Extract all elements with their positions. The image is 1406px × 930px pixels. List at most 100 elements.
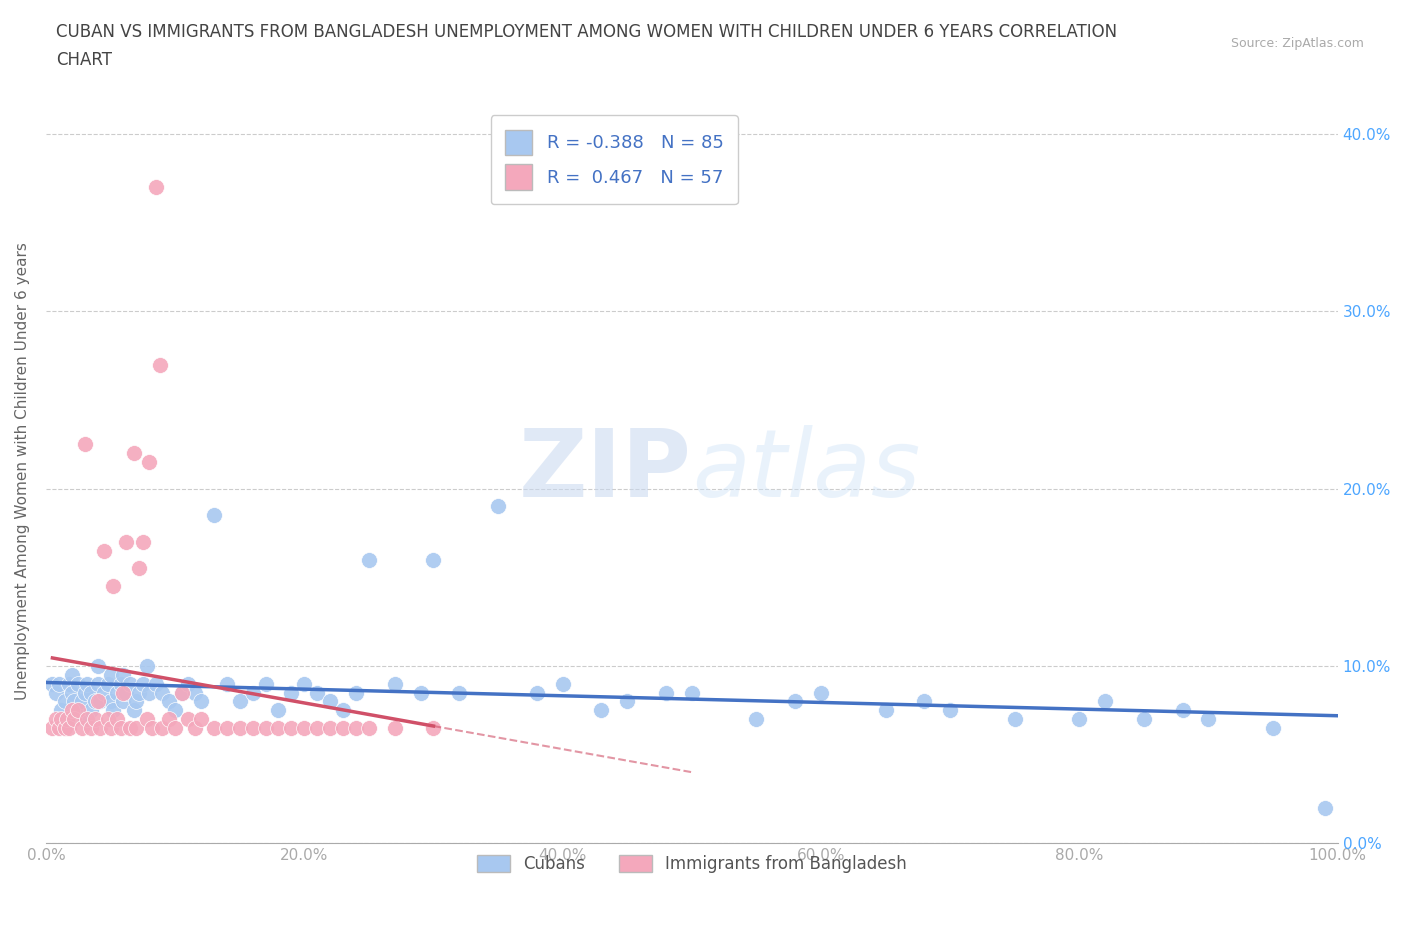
Point [55, 711, 77, 726]
Point [67, 676, 90, 691]
Point [785, 694, 807, 709]
Point [1313, 801, 1336, 816]
Point [1171, 703, 1194, 718]
Point [357, 552, 380, 567]
Point [100, 668, 122, 683]
Point [132, 676, 155, 691]
Point [80, 703, 103, 718]
Point [67, 703, 90, 718]
Point [45, 685, 67, 700]
Point [138, 455, 160, 470]
Point [105, 685, 128, 700]
Point [115, 685, 138, 700]
Point [93, 543, 115, 558]
Point [110, 721, 132, 736]
Point [100, 721, 122, 736]
Point [875, 703, 897, 718]
Point [84, 711, 107, 726]
Point [745, 711, 768, 726]
Point [177, 711, 200, 726]
Point [357, 721, 380, 736]
Point [157, 694, 180, 709]
Point [145, 179, 167, 194]
Point [60, 668, 83, 683]
Point [141, 721, 163, 736]
Point [307, 685, 329, 700]
Point [280, 721, 302, 736]
Point [344, 721, 367, 736]
Point [110, 676, 132, 691]
Point [215, 676, 238, 691]
Point [912, 694, 935, 709]
Point [60, 703, 83, 718]
Point [115, 535, 138, 550]
Point [51, 711, 73, 726]
Point [135, 711, 157, 726]
Point [332, 721, 354, 736]
Point [165, 721, 187, 736]
Point [170, 685, 193, 700]
Point [41, 676, 63, 691]
Point [70, 694, 93, 709]
Point [190, 694, 212, 709]
Point [63, 694, 86, 709]
Point [422, 552, 444, 567]
Point [118, 676, 141, 691]
Point [422, 721, 444, 736]
Point [86, 694, 108, 709]
Point [145, 676, 167, 691]
Point [132, 535, 155, 550]
Point [128, 561, 150, 576]
Point [93, 685, 115, 700]
Y-axis label: Unemployment Among Women with Children Under 6 years: Unemployment Among Women with Children U… [15, 242, 30, 700]
Point [48, 721, 70, 736]
Point [105, 711, 128, 726]
Point [810, 685, 832, 700]
Point [112, 694, 135, 709]
Point [165, 703, 187, 718]
Point [97, 711, 120, 726]
Point [384, 721, 406, 736]
Point [58, 721, 80, 736]
Point [48, 676, 70, 691]
Text: CUBAN VS IMMIGRANTS FROM BANGLADESH UNEMPLOYMENT AMONG WOMEN WITH CHILDREN UNDER: CUBAN VS IMMIGRANTS FROM BANGLADESH UNEM… [56, 23, 1118, 41]
Point [242, 685, 264, 700]
Point [128, 685, 150, 700]
Point [41, 721, 63, 736]
Point [55, 711, 77, 726]
Point [1094, 694, 1116, 709]
Point [63, 711, 86, 726]
Text: ZIP: ZIP [519, 425, 692, 517]
Point [486, 498, 509, 513]
Point [319, 721, 342, 736]
Point [58, 676, 80, 691]
Point [73, 437, 96, 452]
Point [1069, 711, 1091, 726]
Point [551, 676, 574, 691]
Point [384, 676, 406, 691]
Point [344, 685, 367, 700]
Text: atlas: atlas [692, 425, 920, 516]
Point [60, 685, 83, 700]
Point [149, 357, 172, 372]
Point [51, 703, 73, 718]
Point [228, 721, 250, 736]
Legend: Cubans, Immigrants from Bangladesh: Cubans, Immigrants from Bangladesh [470, 848, 914, 880]
Point [190, 711, 212, 726]
Point [97, 676, 120, 691]
Point [112, 685, 135, 700]
Point [45, 711, 67, 726]
Point [150, 685, 173, 700]
Point [80, 685, 103, 700]
Point [125, 721, 148, 736]
Point [292, 721, 315, 736]
Point [73, 685, 96, 700]
Point [76, 711, 98, 726]
Point [86, 658, 108, 673]
Point [170, 685, 193, 700]
Point [1004, 711, 1026, 726]
Point [70, 721, 93, 736]
Point [655, 685, 678, 700]
Point [101, 578, 124, 593]
Point [319, 694, 342, 709]
